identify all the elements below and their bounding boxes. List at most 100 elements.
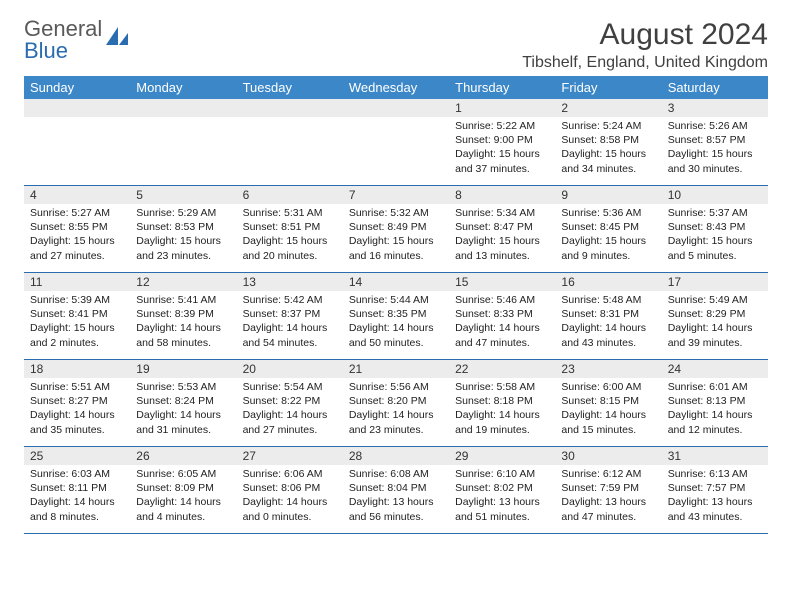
sunrise-text: Sunrise: 5:34 AM [455, 206, 549, 220]
calendar-week: 18Sunrise: 5:51 AMSunset: 8:27 PMDayligh… [24, 360, 768, 447]
sunset-text: Sunset: 7:59 PM [561, 481, 655, 495]
daylight-text: Daylight: 14 hours and 19 minutes. [455, 408, 549, 436]
day-details: Sunrise: 5:46 AMSunset: 8:33 PMDaylight:… [449, 291, 555, 354]
calendar-day: 8Sunrise: 5:34 AMSunset: 8:47 PMDaylight… [449, 186, 555, 272]
sunset-text: Sunset: 8:33 PM [455, 307, 549, 321]
calendar-day: 6 Sunrise: 5:31 AMSunset: 8:51 PMDaylight… [237, 186, 343, 272]
day-number: 21 [343, 360, 449, 378]
sunset-text: Sunset: 8:37 PM [243, 307, 337, 321]
calendar-page: General Blue August 2024 Tibshelf, Engla… [0, 0, 792, 552]
sunrise-text: Sunrise: 5:32 AM [349, 206, 443, 220]
sunset-text: Sunset: 8:22 PM [243, 394, 337, 408]
sunset-text: Sunset: 8:51 PM [243, 220, 337, 234]
day-header: Thursday [449, 76, 555, 99]
sunset-text: Sunset: 8:11 PM [30, 481, 124, 495]
sunrise-text: Sunrise: 5:31 AM [243, 206, 337, 220]
logo-sail-icon [104, 25, 130, 56]
day-details: Sunrise: 6:01 AMSunset: 8:13 PMDaylight:… [662, 378, 768, 441]
calendar-day: 13Sunrise: 5:42 AMSunset: 8:37 PMDayligh… [237, 273, 343, 359]
calendar-day: 17Sunrise: 5:49 AMSunset: 8:29 PMDayligh… [662, 273, 768, 359]
day-details: Sunrise: 5:24 AMSunset: 8:58 PMDaylight:… [555, 117, 661, 180]
sunrise-text: Sunrise: 5:22 AM [455, 119, 549, 133]
sunset-text: Sunset: 8:35 PM [349, 307, 443, 321]
sunrise-text: Sunrise: 5:46 AM [455, 293, 549, 307]
sunset-text: Sunset: 8:57 PM [668, 133, 762, 147]
sunset-text: Sunset: 7:57 PM [668, 481, 762, 495]
daylight-text: Daylight: 14 hours and 4 minutes. [136, 495, 230, 523]
sunrise-text: Sunrise: 5:27 AM [30, 206, 124, 220]
day-number: 7 [343, 186, 449, 204]
sunrise-text: Sunrise: 5:56 AM [349, 380, 443, 394]
calendar-day: 21Sunrise: 5:56 AMSunset: 8:20 PMDayligh… [343, 360, 449, 446]
sunrise-text: Sunrise: 5:24 AM [561, 119, 655, 133]
day-details: Sunrise: 5:41 AMSunset: 8:39 PMDaylight:… [130, 291, 236, 354]
day-details: Sunrise: 5:26 AMSunset: 8:57 PMDaylight:… [662, 117, 768, 180]
day-details: Sunrise: 6:06 AMSunset: 8:06 PMDaylight:… [237, 465, 343, 528]
calendar-day: 1Sunrise: 5:22 AMSunset: 9:00 PMDaylight… [449, 99, 555, 185]
day-number: 27 [237, 447, 343, 465]
day-number: 30 [555, 447, 661, 465]
day-number: 23 [555, 360, 661, 378]
calendar-day: 14Sunrise: 5:44 AMSunset: 8:35 PMDayligh… [343, 273, 449, 359]
daylight-text: Daylight: 14 hours and 43 minutes. [561, 321, 655, 349]
day-details: Sunrise: 5:56 AMSunset: 8:20 PMDaylight:… [343, 378, 449, 441]
calendar-week: 25Sunrise: 6:03 AMSunset: 8:11 PMDayligh… [24, 447, 768, 534]
sunset-text: Sunset: 8:18 PM [455, 394, 549, 408]
day-header: Wednesday [343, 76, 449, 99]
calendar-day: 11Sunrise: 5:39 AMSunset: 8:41 PMDayligh… [24, 273, 130, 359]
calendar-body: 1Sunrise: 5:22 AMSunset: 9:00 PMDaylight… [24, 99, 768, 534]
day-details: Sunrise: 5:42 AMSunset: 8:37 PMDaylight:… [237, 291, 343, 354]
daylight-text: Daylight: 14 hours and 27 minutes. [243, 408, 337, 436]
day-number: 12 [130, 273, 236, 291]
page-header: General Blue August 2024 Tibshelf, Engla… [24, 18, 768, 72]
daylight-text: Daylight: 14 hours and 47 minutes. [455, 321, 549, 349]
sunset-text: Sunset: 8:15 PM [561, 394, 655, 408]
sunrise-text: Sunrise: 5:39 AM [30, 293, 124, 307]
calendar-day: 28Sunrise: 6:08 AMSunset: 8:04 PMDayligh… [343, 447, 449, 533]
daylight-text: Daylight: 15 hours and 23 minutes. [136, 234, 230, 262]
daylight-text: Daylight: 13 hours and 47 minutes. [561, 495, 655, 523]
calendar-day: 15Sunrise: 5:46 AMSunset: 8:33 PMDayligh… [449, 273, 555, 359]
day-details [237, 117, 343, 177]
calendar-day [343, 99, 449, 185]
daylight-text: Daylight: 15 hours and 5 minutes. [668, 234, 762, 262]
day-number: 8 [449, 186, 555, 204]
sunrise-text: Sunrise: 6:12 AM [561, 467, 655, 481]
daylight-text: Daylight: 14 hours and 39 minutes. [668, 321, 762, 349]
calendar-header-row: Sunday Monday Tuesday Wednesday Thursday… [24, 76, 768, 99]
sunset-text: Sunset: 8:24 PM [136, 394, 230, 408]
sunset-text: Sunset: 8:27 PM [30, 394, 124, 408]
day-number: 19 [130, 360, 236, 378]
day-details: Sunrise: 5:48 AMSunset: 8:31 PMDaylight:… [555, 291, 661, 354]
logo-line2: Blue [24, 40, 102, 62]
daylight-text: Daylight: 15 hours and 20 minutes. [243, 234, 337, 262]
day-number: 28 [343, 447, 449, 465]
sunset-text: Sunset: 8:45 PM [561, 220, 655, 234]
day-details [24, 117, 130, 177]
day-number: 14 [343, 273, 449, 291]
sunrise-text: Sunrise: 6:06 AM [243, 467, 337, 481]
day-details: Sunrise: 6:00 AMSunset: 8:15 PMDaylight:… [555, 378, 661, 441]
calendar-day: 31Sunrise: 6:13 AMSunset: 7:57 PMDayligh… [662, 447, 768, 533]
calendar-week: 11Sunrise: 5:39 AMSunset: 8:41 PMDayligh… [24, 273, 768, 360]
day-number: 13 [237, 273, 343, 291]
daylight-text: Daylight: 14 hours and 15 minutes. [561, 408, 655, 436]
sunset-text: Sunset: 8:58 PM [561, 133, 655, 147]
day-details [130, 117, 236, 177]
sunset-text: Sunset: 8:31 PM [561, 307, 655, 321]
day-details: Sunrise: 5:44 AMSunset: 8:35 PMDaylight:… [343, 291, 449, 354]
day-number: 15 [449, 273, 555, 291]
calendar-day: 23Sunrise: 6:00 AMSunset: 8:15 PMDayligh… [555, 360, 661, 446]
daylight-text: Daylight: 14 hours and 8 minutes. [30, 495, 124, 523]
sunrise-text: Sunrise: 5:51 AM [30, 380, 124, 394]
daylight-text: Daylight: 14 hours and 58 minutes. [136, 321, 230, 349]
sunrise-text: Sunrise: 5:41 AM [136, 293, 230, 307]
day-number: 6 [237, 186, 343, 204]
sunset-text: Sunset: 8:41 PM [30, 307, 124, 321]
calendar-day: 4Sunrise: 5:27 AMSunset: 8:55 PMDaylight… [24, 186, 130, 272]
sunrise-text: Sunrise: 6:01 AM [668, 380, 762, 394]
day-number: 4 [24, 186, 130, 204]
day-details: Sunrise: 5:49 AMSunset: 8:29 PMDaylight:… [662, 291, 768, 354]
calendar-day: 25Sunrise: 6:03 AMSunset: 8:11 PMDayligh… [24, 447, 130, 533]
calendar-day: 26Sunrise: 6:05 AMSunset: 8:09 PMDayligh… [130, 447, 236, 533]
